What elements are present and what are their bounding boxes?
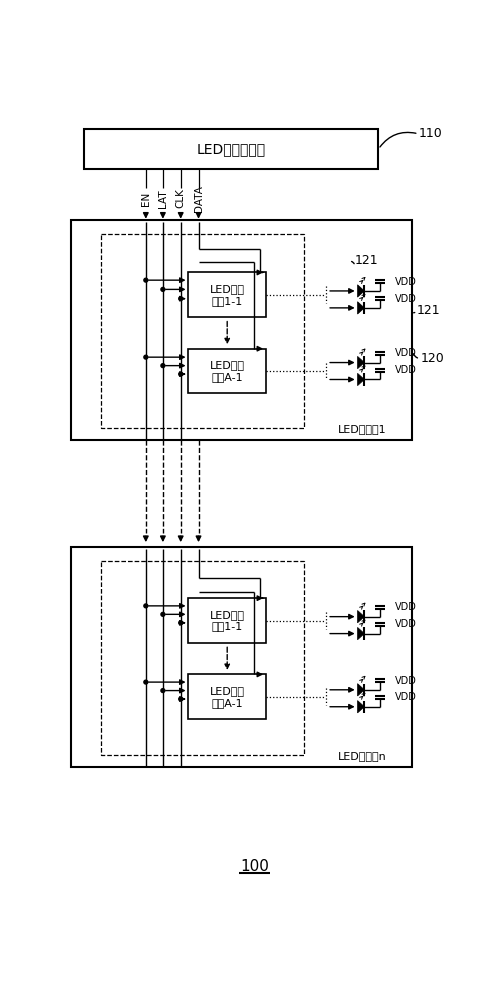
Text: LED驱动
电路1-1: LED驱动 电路1-1 xyxy=(210,610,245,631)
Text: LED驱动
电路A-1: LED驱动 电路A-1 xyxy=(210,686,245,708)
Circle shape xyxy=(179,697,182,701)
Text: VDD: VDD xyxy=(396,602,417,612)
Bar xyxy=(188,598,266,643)
Text: 121: 121 xyxy=(417,304,441,317)
Text: EN: EN xyxy=(141,191,151,206)
Bar xyxy=(188,674,266,719)
Text: VDD: VDD xyxy=(396,365,417,375)
Circle shape xyxy=(161,287,165,291)
Polygon shape xyxy=(357,356,364,369)
Text: VDD: VDD xyxy=(396,294,417,304)
Bar xyxy=(72,220,413,440)
Polygon shape xyxy=(357,610,364,623)
Text: LED驱动
电路A-1: LED驱动 电路A-1 xyxy=(210,360,245,382)
Polygon shape xyxy=(357,285,364,297)
Text: CLK: CLK xyxy=(176,189,186,208)
Circle shape xyxy=(161,612,165,616)
Circle shape xyxy=(144,278,148,282)
Text: 110: 110 xyxy=(418,127,442,140)
Circle shape xyxy=(179,621,182,625)
Circle shape xyxy=(144,680,148,684)
Text: LED单元板1: LED单元板1 xyxy=(338,424,386,434)
Polygon shape xyxy=(357,302,364,314)
Circle shape xyxy=(179,372,182,376)
Text: 120: 120 xyxy=(420,352,444,365)
Text: LAT: LAT xyxy=(158,189,168,208)
Text: VDD: VDD xyxy=(396,692,417,702)
Text: LED驱动
电路1-1: LED驱动 电路1-1 xyxy=(210,284,245,306)
Circle shape xyxy=(161,364,165,368)
Circle shape xyxy=(161,689,165,692)
Circle shape xyxy=(144,604,148,608)
Text: DATA: DATA xyxy=(193,185,204,212)
Polygon shape xyxy=(357,701,364,713)
Circle shape xyxy=(179,297,182,301)
Text: VDD: VDD xyxy=(396,676,417,686)
Text: 121: 121 xyxy=(355,254,379,267)
Polygon shape xyxy=(357,684,364,696)
Polygon shape xyxy=(357,373,364,386)
Text: 100: 100 xyxy=(240,859,269,874)
Bar xyxy=(84,129,378,169)
Text: VDD: VDD xyxy=(396,277,417,287)
Polygon shape xyxy=(357,627,364,640)
Text: LED单元板n: LED单元板n xyxy=(337,751,387,761)
Bar xyxy=(101,234,304,428)
Bar xyxy=(188,349,266,393)
Text: LED显示控制器: LED显示控制器 xyxy=(196,142,265,156)
Text: VDD: VDD xyxy=(396,619,417,629)
Text: VDD: VDD xyxy=(396,348,417,358)
Circle shape xyxy=(144,355,148,359)
Bar xyxy=(188,272,266,317)
Bar xyxy=(101,561,304,755)
Bar xyxy=(72,547,413,767)
